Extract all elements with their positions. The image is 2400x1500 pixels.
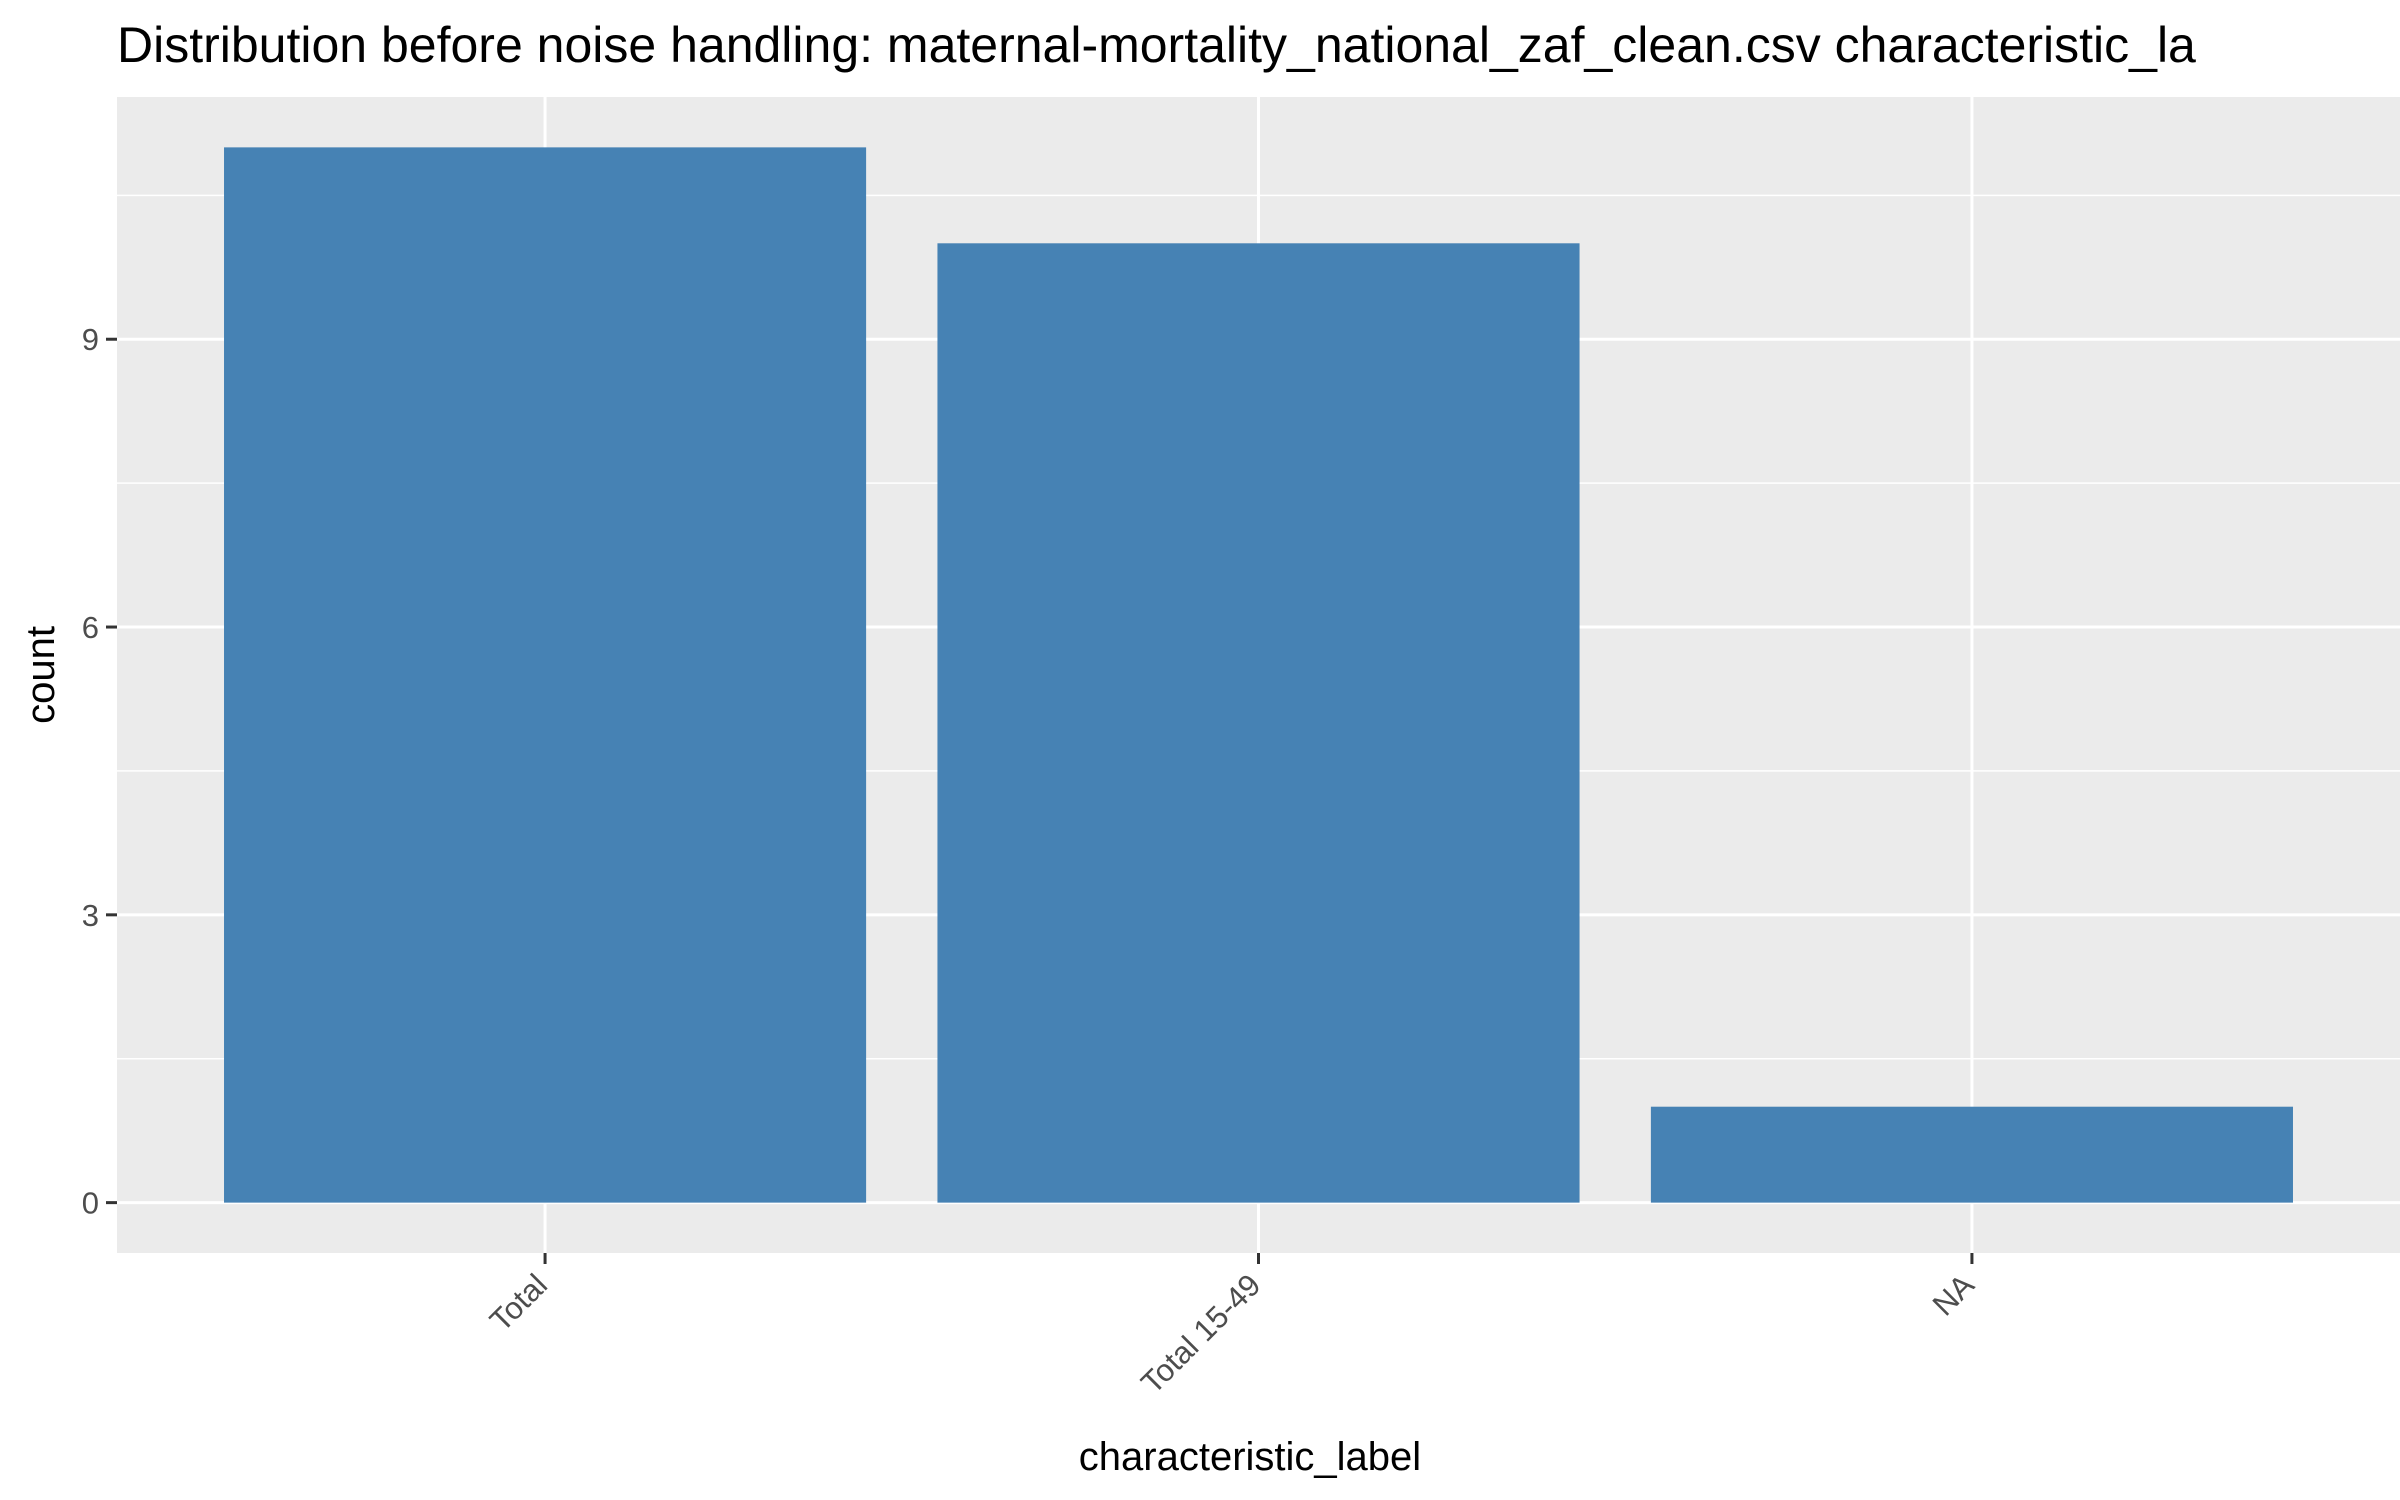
x-axis: Total Total 15-49 NA (483, 1253, 1981, 1400)
y-tick-label: 3 (82, 898, 99, 933)
y-tick-label: 6 (82, 610, 99, 645)
x-axis-title: characteristic_label (1079, 1435, 1421, 1479)
y-tick-label: 9 (82, 322, 99, 357)
bar-na (1650, 1106, 2293, 1203)
y-tick-label: 0 (82, 1186, 99, 1221)
x-tick-label: NA (1926, 1267, 1981, 1322)
bars (224, 147, 2293, 1203)
y-axis-title: count (19, 626, 63, 724)
bar-total (224, 147, 867, 1203)
chart-title: Distribution before noise handling: mate… (117, 17, 2196, 73)
x-tick-label: Total (483, 1267, 554, 1338)
bar-total-15-49 (937, 243, 1580, 1203)
x-tick-label: Total 15-49 (1134, 1267, 1267, 1400)
y-axis: 0 3 6 9 (82, 322, 117, 1221)
